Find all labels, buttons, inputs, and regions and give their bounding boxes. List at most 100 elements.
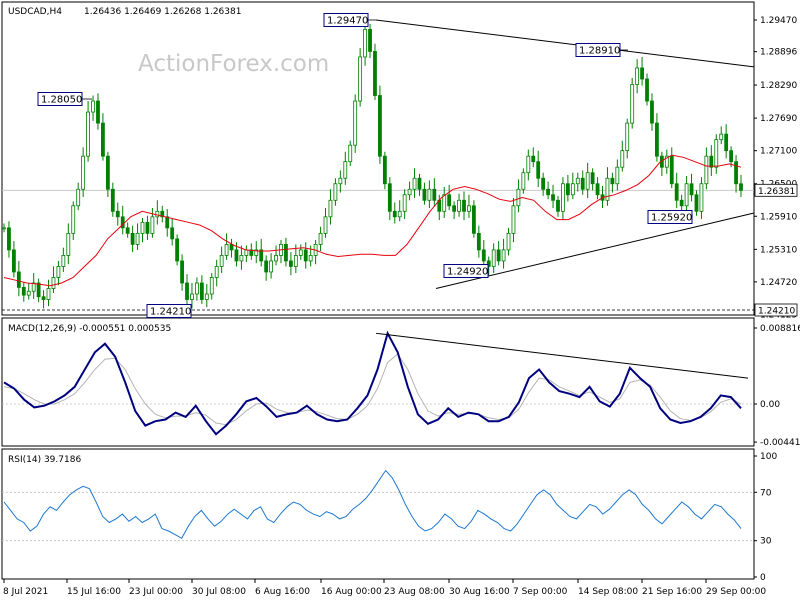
candle-body	[91, 100, 95, 113]
x-tick-label: 16 Aug 00:00	[321, 587, 382, 597]
x-tick-label: 29 Sep 00:00	[706, 587, 766, 597]
candle-body	[595, 183, 600, 196]
price-tick-label: 1.25310	[760, 245, 797, 255]
candle-body	[145, 221, 150, 234]
candle-body	[274, 255, 278, 262]
candle-body	[739, 183, 743, 191]
rsi-title: RSI(14) 39.7186	[8, 455, 81, 465]
support-price-tag-box	[754, 303, 798, 317]
candle-body	[76, 188, 81, 207]
candle-body	[308, 255, 313, 262]
price-annotation-box	[37, 92, 83, 106]
candle-body	[689, 183, 694, 196]
macd-panel-frame	[1, 317, 755, 447]
current-price-tag: 1.26381	[758, 187, 795, 197]
candle-body	[239, 255, 244, 262]
candle-body	[71, 205, 76, 234]
candle-body	[140, 221, 145, 234]
candle-body	[679, 199, 684, 207]
candle-body	[585, 172, 590, 190]
candle-body	[650, 100, 654, 124]
candle-body	[185, 282, 189, 300]
candle-body	[353, 100, 358, 146]
price-annotation-box	[146, 304, 192, 318]
candle-body	[417, 177, 422, 190]
current-price-tag-box	[754, 183, 798, 197]
candle-body	[378, 95, 382, 157]
candle-body	[590, 172, 595, 185]
candle-body	[66, 232, 71, 256]
rsi-tick-label: 30	[760, 537, 772, 547]
macd-tick-label: -0.004416	[760, 438, 800, 448]
candle-body	[115, 210, 120, 218]
candle-body	[565, 183, 570, 196]
x-tick-label: 14 Sep 08:00	[578, 587, 638, 597]
candle-body	[669, 155, 674, 185]
x-tick-label: 15 Jul 16:00	[67, 587, 121, 597]
price-tick-label: 1.28896	[760, 48, 797, 58]
candle-body	[224, 243, 229, 256]
candle-body	[610, 177, 615, 185]
candle-body	[476, 232, 481, 251]
candle-body	[432, 188, 437, 201]
macd-tick-label: 0.00	[760, 400, 780, 410]
candle-body	[7, 227, 11, 251]
candle-body	[175, 238, 180, 262]
candle-body	[41, 296, 46, 300]
candle-body	[229, 243, 234, 251]
candle-body	[219, 255, 224, 267]
candle-body	[61, 255, 66, 267]
price-annotation-label: 1.24210	[150, 307, 191, 318]
price-annotation-label: 1.28050	[41, 95, 82, 106]
candle-body	[704, 155, 709, 185]
candle-body	[541, 177, 546, 190]
candle-body	[234, 249, 239, 262]
chart-symbol: USDCAD,H4	[8, 7, 62, 17]
price-tick-label: 1.27100	[760, 147, 797, 157]
candle-body	[467, 205, 471, 212]
candle-body	[684, 183, 689, 207]
candle-body	[570, 183, 575, 196]
candle-body	[635, 67, 640, 85]
candle-body	[284, 243, 288, 262]
candle-body	[16, 271, 21, 288]
candle-body	[422, 188, 427, 201]
candle-body	[130, 232, 135, 245]
price-annotation-label: 1.28910	[579, 46, 620, 57]
price-tick-label: 1.25910	[760, 212, 797, 222]
candle-body	[486, 260, 491, 267]
candle-body	[358, 56, 363, 102]
x-tick-label: 30 Aug 16:00	[449, 587, 510, 597]
rsi-panel-frame	[1, 448, 755, 580]
candle-body	[531, 155, 536, 163]
candle-body	[575, 177, 580, 185]
candle-body	[21, 286, 26, 296]
price-panel-frame	[1, 1, 755, 316]
candle-body	[180, 260, 184, 284]
candle-body	[471, 205, 476, 234]
rsi-tick-label: 70	[760, 488, 772, 498]
candle-body	[402, 194, 407, 212]
upper-trendline	[375, 19, 755, 68]
moving-average-line	[3, 154, 742, 287]
candle-body	[501, 249, 506, 262]
x-tick-label: 23 Jul 00:00	[129, 587, 183, 597]
candle-body	[46, 288, 51, 300]
macd-line	[3, 330, 742, 436]
candle-body	[195, 282, 199, 295]
candle-body	[338, 177, 343, 185]
candle-body	[11, 249, 16, 273]
candle-body	[397, 210, 402, 218]
candle-body	[209, 277, 214, 295]
x-tick-label: 7 Sep 00:00	[513, 587, 568, 597]
candle-body	[101, 122, 105, 157]
candle-body	[343, 161, 348, 179]
candle-body	[36, 282, 41, 298]
candle-body	[714, 139, 719, 168]
support-price-tag: 1.24210	[758, 307, 795, 317]
lower-trendline	[435, 212, 755, 289]
candle-body	[382, 155, 387, 185]
price-tick-label: 1.27690	[760, 114, 797, 124]
